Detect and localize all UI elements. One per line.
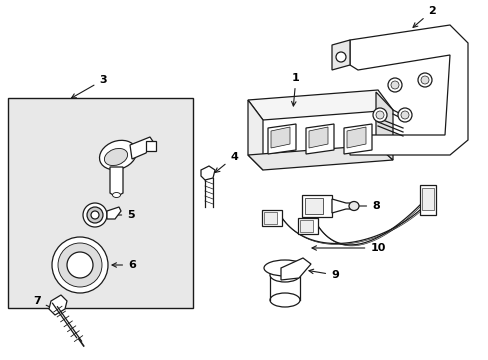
Text: 10: 10: [311, 243, 385, 253]
Polygon shape: [305, 124, 333, 154]
Polygon shape: [343, 124, 371, 154]
Text: 8: 8: [349, 201, 379, 211]
Circle shape: [390, 81, 398, 89]
Ellipse shape: [112, 193, 120, 198]
Circle shape: [372, 108, 386, 122]
Text: 1: 1: [291, 73, 299, 106]
Bar: [297, 218, 317, 234]
Polygon shape: [130, 137, 154, 159]
Circle shape: [83, 203, 107, 227]
Circle shape: [417, 73, 431, 87]
Polygon shape: [110, 167, 123, 197]
Bar: [419, 185, 435, 215]
Polygon shape: [346, 127, 365, 148]
Ellipse shape: [264, 260, 305, 276]
Text: 4: 4: [215, 152, 238, 172]
Text: 3: 3: [71, 75, 106, 98]
Bar: [305, 198, 323, 214]
Circle shape: [400, 111, 408, 119]
Polygon shape: [201, 166, 215, 180]
Bar: [262, 210, 282, 226]
Circle shape: [58, 243, 102, 287]
Text: 9: 9: [308, 269, 338, 280]
Polygon shape: [49, 295, 67, 315]
Circle shape: [87, 207, 103, 223]
Ellipse shape: [100, 140, 136, 170]
Polygon shape: [331, 40, 349, 70]
Circle shape: [397, 108, 411, 122]
Text: 2: 2: [412, 6, 435, 27]
Circle shape: [387, 78, 401, 92]
Polygon shape: [375, 92, 392, 160]
Polygon shape: [247, 90, 392, 120]
Bar: [264, 212, 276, 224]
Polygon shape: [264, 268, 305, 274]
Polygon shape: [281, 258, 310, 280]
Circle shape: [375, 111, 383, 119]
Polygon shape: [331, 199, 351, 213]
Circle shape: [335, 52, 346, 62]
Bar: [146, 141, 156, 151]
Circle shape: [420, 76, 428, 84]
Text: 5: 5: [111, 210, 135, 220]
Bar: [8, 98, 193, 308]
Ellipse shape: [104, 148, 127, 166]
Circle shape: [67, 252, 93, 278]
Bar: [421, 188, 433, 210]
Polygon shape: [247, 100, 263, 170]
Polygon shape: [267, 124, 295, 154]
Polygon shape: [247, 145, 392, 170]
Ellipse shape: [348, 202, 358, 211]
Text: 7: 7: [33, 296, 59, 311]
Text: 6: 6: [112, 260, 136, 270]
Ellipse shape: [269, 268, 299, 282]
Ellipse shape: [269, 293, 299, 307]
Circle shape: [91, 211, 99, 219]
Polygon shape: [270, 127, 289, 148]
Polygon shape: [107, 207, 121, 219]
Polygon shape: [302, 195, 331, 217]
Bar: [299, 220, 312, 232]
Polygon shape: [308, 127, 327, 148]
Polygon shape: [349, 25, 467, 155]
Circle shape: [52, 237, 108, 293]
